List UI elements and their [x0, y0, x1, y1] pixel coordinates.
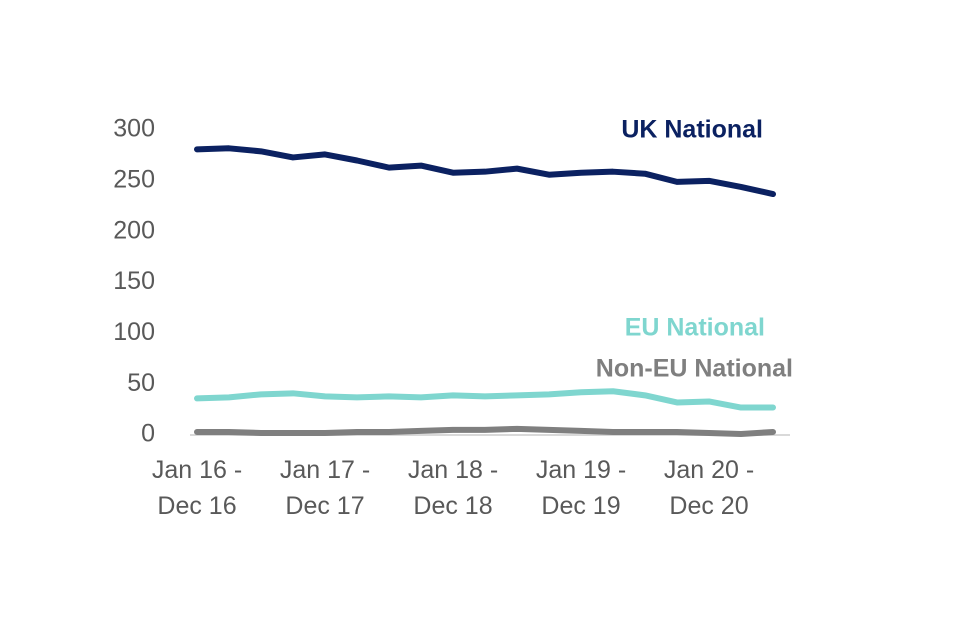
series-line: [194, 388, 776, 411]
y-tick-label: 100: [113, 318, 155, 346]
y-tick-label: 250: [113, 165, 155, 193]
x-tick-label: Jan 20 - Dec 20: [663, 456, 755, 520]
series-label: Non-EU National: [596, 355, 793, 383]
x-tick-label: Jan 16 - Dec 16: [151, 456, 243, 520]
x-tick-label: Jan 17 - Dec 17: [279, 456, 371, 520]
x-tick-label: Jan 19 - Dec 19: [535, 456, 627, 520]
x-tick-label: Jan 18 - Dec 18: [407, 456, 499, 520]
series-line: [194, 425, 776, 437]
y-tick-label: 200: [113, 216, 155, 244]
series-label: UK National: [621, 116, 763, 144]
series-line: [194, 145, 776, 198]
y-tick-label: 0: [141, 420, 155, 448]
y-tick-label: 50: [127, 369, 155, 397]
y-tick-label: 150: [113, 267, 155, 295]
y-tick-label: 300: [113, 115, 155, 143]
series-label: EU National: [625, 314, 765, 342]
